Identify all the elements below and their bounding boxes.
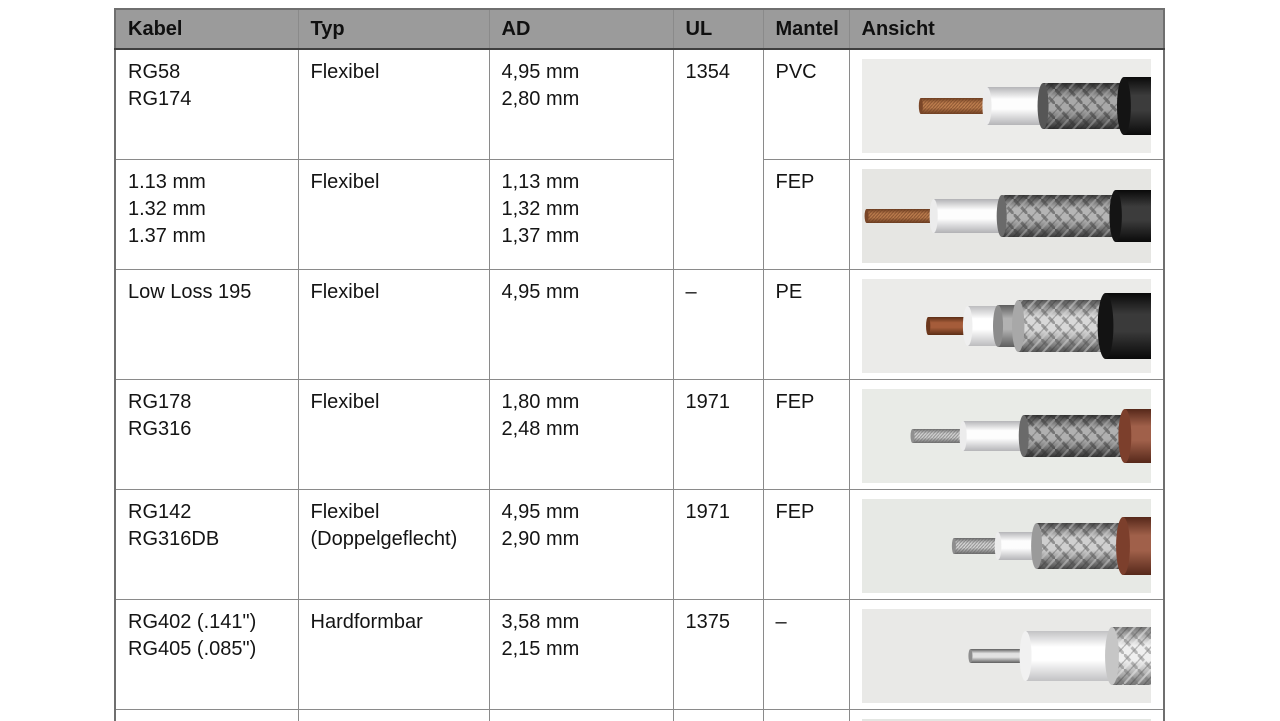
table-row-microcoax: 1.13 mm 1.32 mm 1.37 mm Flexibel 1,13 mm… [114,159,1165,270]
mantel-value: FEP [775,501,815,523]
cell-mantel: FEP [762,489,850,600]
cell-ul-merged: 1354 [672,48,764,270]
cell-kabel: Low Loss 195 [114,269,299,380]
cable-photo-rg58 [861,59,1151,153]
ul-value: 1354 [685,61,731,83]
cell-ul: – [672,269,764,380]
cable-photo-rg402 [861,609,1151,703]
ad-value: 3,58 mm 2,15 mm [501,611,580,660]
ad-value: 4,95 mm [501,281,580,303]
cell-ul: 1971 1354 [672,709,764,721]
cell-kabel: RG178 RG316 [114,379,299,490]
header-typ: Typ [297,8,490,50]
cell-ansicht [848,48,1165,160]
ul-value: 1971 [685,501,731,523]
kabel-value: RG178 RG316 [128,391,192,440]
typ-value: Flexibel [310,61,380,83]
typ-value: Flexibel (Doppelgeflecht) [310,501,458,550]
kabel-value: RG142 RG316DB [128,501,220,550]
cell-mantel: FEP [762,379,850,490]
header-ul: UL [672,8,764,50]
cell-mantel: PVC [762,48,850,160]
cable-photo-rg178 [861,389,1151,483]
cell-kabel: RG58 RG174 [114,48,299,160]
header-ansicht: Ansicht [848,8,1165,50]
header-kabel: Kabel [114,8,299,50]
kabel-value: Low Loss 195 [128,281,252,303]
table-row-rg405: RG405 (.085") RG047 (.047") Flexibel 2,6… [114,709,1165,721]
mantel-value: PE [775,281,803,303]
cell-ad: 4,95 mm [488,269,674,380]
cell-ul: 1971 [672,489,764,600]
table-row-rg58: RG58 RG174 Flexibel 4,95 mm 2,80 mm 1354… [114,48,1165,270]
kabel-value: RG402 (.141") RG405 (.085") [128,611,257,660]
kabel-value: 1.13 mm 1.32 mm 1.37 mm [128,171,206,247]
typ-value: Flexibel [310,281,380,303]
cell-ul: 1375 [672,599,764,710]
cell-ad: 1,13 mm 1,32 mm 1,37 mm [488,159,674,270]
ad-value: 4,95 mm 2,90 mm [501,501,580,550]
cell-mantel: FEP [762,709,850,721]
ad-value: 1,80 mm 2,48 mm [501,391,580,440]
cell-typ: Flexibel [297,709,490,721]
cell-typ: Flexibel [297,379,490,490]
cell-ansicht [848,599,1165,710]
cell-kabel: RG142 RG316DB [114,489,299,600]
mantel-value: PVC [775,61,817,83]
table-row-rg402: RG402 (.141") RG405 (.085") Hardformbar … [114,599,1165,710]
table-row-lowloss195: Low Loss 195 Flexibel 4,95 mm – PE [114,269,1165,380]
cable-spec-table: Kabel Typ AD UL Mantel Ansicht RG58 RG17… [114,8,1165,721]
kabel-value: RG58 RG174 [128,61,192,110]
cell-ad: 3,58 mm 2,15 mm [488,599,674,710]
cell-ad: 4,95 mm 2,90 mm [488,489,674,600]
cell-mantel: – [762,599,850,710]
cable-spec-table-wrap: Kabel Typ AD UL Mantel Ansicht RG58 RG17… [114,8,1165,721]
ad-value: 4,95 mm 2,80 mm [501,61,580,110]
typ-value: Hardformbar [310,611,423,633]
cell-ul: 1971 [672,379,764,490]
cell-ansicht [848,709,1165,721]
cell-mantel: PE [762,269,850,380]
typ-value: Flexibel [310,171,380,193]
cell-ad: 2,64 mm 1,42 mm [488,709,674,721]
table-row-rg178: RG178 RG316 Flexibel 1,80 mm 2,48 mm 197… [114,379,1165,490]
cell-typ: Flexibel [297,269,490,380]
ul-value: – [685,281,697,303]
header-row: Kabel Typ AD UL Mantel Ansicht [114,8,1165,50]
ad-value: 1,13 mm 1,32 mm 1,37 mm [501,171,580,247]
cell-kabel: RG402 (.141") RG405 (.085") [114,599,299,710]
cell-ansicht [848,159,1165,270]
header-mantel: Mantel [762,8,850,50]
header-ad: AD [488,8,674,50]
cable-photo-microcoax [861,169,1151,263]
cable-photo-rg142 [861,499,1151,593]
cell-typ: Hardformbar [297,599,490,710]
cell-ansicht [848,269,1165,380]
cell-typ: Flexibel (Doppelgeflecht) [297,489,490,600]
cell-ansicht [848,379,1165,490]
table-row-rg142: RG142 RG316DB Flexibel (Doppelgeflecht) … [114,489,1165,600]
cell-ad: 1,80 mm 2,48 mm [488,379,674,490]
cell-kabel: 1.13 mm 1.32 mm 1.37 mm [114,159,299,270]
ul-value: 1375 [685,611,731,633]
mantel-value: FEP [775,391,815,413]
mantel-value: – [775,611,787,633]
cell-ad: 4,95 mm 2,80 mm [488,48,674,160]
typ-value: Flexibel [310,391,380,413]
ul-value: 1971 [685,391,731,413]
cable-photo-rg405 [861,719,1151,721]
mantel-value: FEP [775,171,815,193]
cell-mantel: FEP [762,159,850,270]
cell-typ: Flexibel [297,48,490,160]
cell-typ: Flexibel [297,159,490,270]
cable-photo-lowloss195 [861,279,1151,373]
cell-kabel: RG405 (.085") RG047 (.047") [114,709,299,721]
cell-ansicht [848,489,1165,600]
